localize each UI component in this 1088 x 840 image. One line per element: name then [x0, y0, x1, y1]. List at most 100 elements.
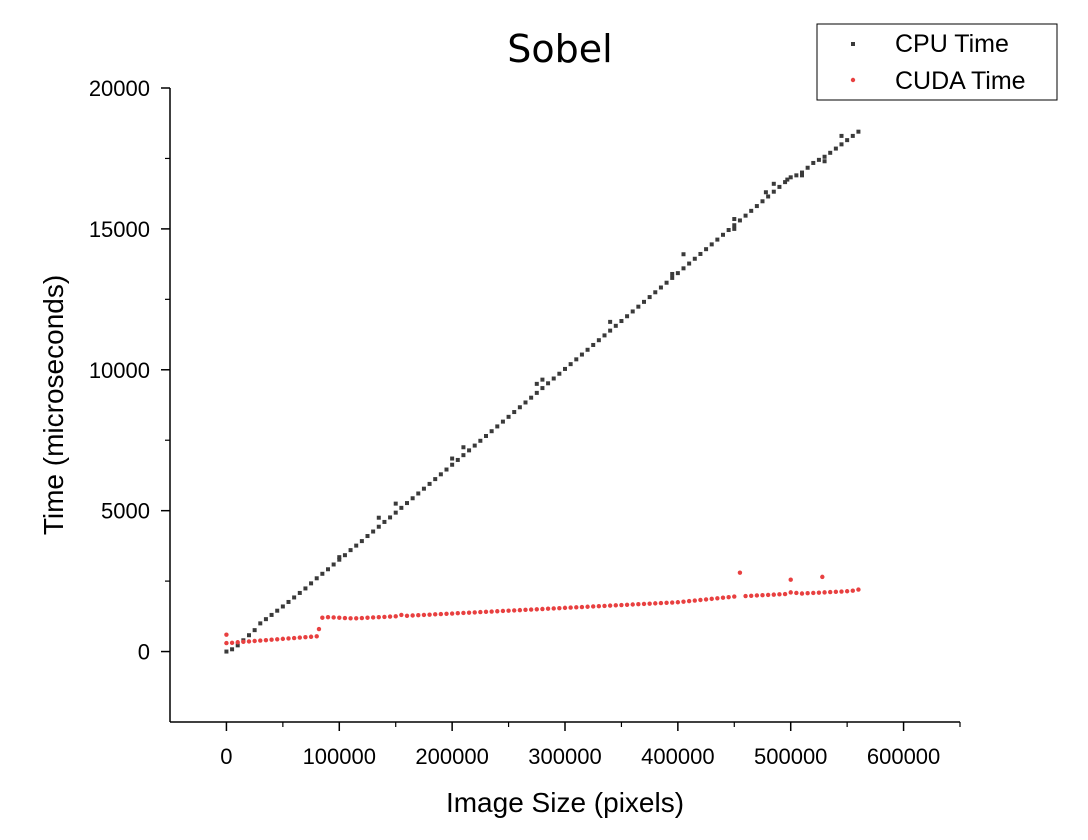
cpu-time-point — [763, 190, 768, 195]
cuda-time-point — [461, 610, 466, 616]
cpu-time-point — [506, 414, 511, 419]
cpu-time-point — [275, 608, 280, 613]
cuda-time-point — [562, 605, 568, 611]
legend-label-cuda-time: CUDA Time — [895, 67, 1026, 95]
cpu-time-point — [495, 424, 500, 429]
cpu-time-point — [721, 232, 725, 237]
cpu-time-point — [642, 299, 646, 304]
cuda-time-point — [777, 592, 782, 597]
x-tick-label: 100000 — [303, 744, 376, 769]
cpu-time-point — [235, 643, 240, 648]
cpu-time-point — [348, 548, 353, 553]
cpu-time-point — [574, 357, 579, 362]
cpu-time-point — [405, 501, 409, 506]
cpu-time-point — [393, 501, 398, 506]
cpu-time-point — [512, 410, 517, 415]
cuda-time-point — [681, 599, 686, 604]
cuda-time-point — [850, 588, 855, 593]
cpu-time-point — [636, 304, 641, 309]
cpu-time-point — [732, 223, 737, 228]
cuda-time-point — [280, 636, 286, 642]
cpu-time-point — [675, 271, 680, 276]
cuda-time-point — [359, 615, 365, 621]
cpu-time-point — [658, 285, 663, 290]
x-tick-label: 300000 — [528, 744, 601, 769]
cuda-time-point — [421, 612, 427, 618]
cpu-time-point — [749, 208, 754, 213]
cpu-time-point — [540, 386, 545, 391]
cpu-time-point — [563, 366, 567, 371]
y-axis-title: Time (microseconds) — [38, 275, 69, 535]
cpu-time-point — [546, 381, 551, 386]
cuda-time-point — [833, 589, 839, 595]
cuda-time-point — [382, 614, 387, 620]
cpu-time-point — [382, 519, 387, 524]
cpu-time-point — [839, 133, 844, 138]
cuda-time-point — [495, 609, 500, 614]
cuda-time-point — [500, 608, 506, 614]
cpu-time-point — [388, 515, 393, 520]
cpu-time-point — [297, 590, 302, 595]
cuda-time-point — [483, 609, 489, 615]
cuda-time-point — [540, 606, 545, 612]
cpu-time-point — [365, 534, 370, 539]
cpu-time-point — [371, 529, 376, 534]
cpu-time-point — [591, 342, 596, 347]
x-tick-label: 600000 — [867, 744, 940, 769]
cpu-time-point — [269, 612, 274, 617]
cpu-time-point — [252, 628, 257, 633]
cuda-time-point — [765, 592, 771, 598]
cuda-time-point — [427, 612, 432, 617]
cuda-time-point — [342, 615, 348, 621]
cpu-time-point — [393, 510, 398, 515]
cpu-time-point — [433, 477, 438, 482]
cuda-time-point — [387, 614, 393, 619]
cpu-time-point — [461, 453, 466, 458]
cpu-time-point — [410, 496, 415, 501]
cuda-time-point — [512, 608, 517, 613]
cuda-time-point — [316, 626, 322, 632]
cuda-time-point — [788, 577, 793, 582]
cuda-time-point — [506, 608, 511, 613]
cuda-time-point — [416, 613, 421, 618]
cuda-time-point — [399, 612, 404, 618]
cpu-time-point — [766, 194, 771, 199]
cpu-time-point — [783, 180, 788, 185]
cuda-time-point — [337, 615, 342, 620]
cuda-time-point — [433, 612, 438, 617]
cpu-time-point — [314, 576, 319, 581]
cpu-time-point — [670, 271, 675, 276]
legend-label-cpu-time: CPU Time — [895, 30, 1009, 58]
x-tick-label: 200000 — [415, 744, 488, 769]
cpu-time-point — [455, 457, 460, 462]
legend-marker-cuda-time — [850, 77, 856, 83]
cpu-time-point — [726, 228, 731, 233]
x-axis-ticks — [225, 722, 961, 731]
cpu-time-point — [376, 524, 381, 529]
cuda-time-point — [314, 634, 319, 639]
cpu-time-point — [856, 129, 861, 134]
cpu-time-point — [828, 150, 833, 155]
cuda-time-point — [466, 610, 472, 615]
cpu-time-point — [805, 165, 810, 170]
cuda-time-point — [404, 613, 410, 618]
cuda-time-point — [760, 593, 765, 598]
cuda-time-point — [545, 606, 551, 611]
series-cpu-time — [224, 129, 861, 654]
cuda-time-point — [686, 598, 692, 604]
cuda-time-point — [235, 640, 240, 645]
cpu-time-point — [551, 376, 556, 381]
cuda-time-point — [263, 637, 269, 643]
cuda-time-point — [365, 615, 370, 620]
cpu-time-point — [280, 604, 285, 609]
cpu-time-point — [421, 486, 426, 491]
cpu-time-point — [816, 157, 821, 162]
cuda-time-point — [653, 601, 658, 606]
cpu-time-point — [523, 400, 528, 405]
cpu-time-point — [450, 462, 455, 467]
cuda-time-point — [489, 609, 494, 614]
cuda-time-point — [624, 602, 630, 607]
cpu-time-point — [484, 433, 488, 438]
cpu-time-point — [557, 371, 562, 376]
